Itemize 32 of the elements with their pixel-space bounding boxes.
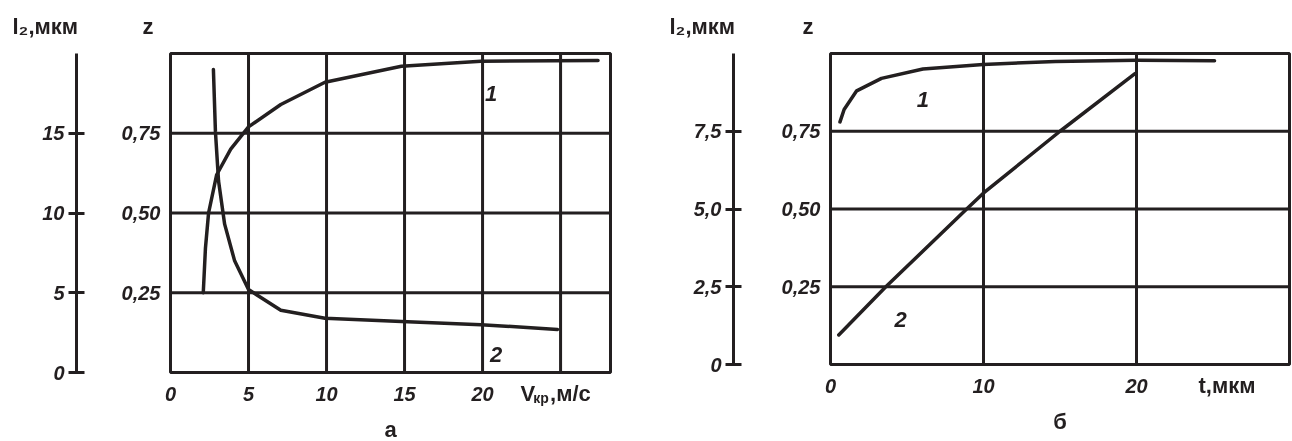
- series-label: 1: [484, 80, 498, 106]
- series-label: 2: [488, 342, 503, 368]
- x-axis-title: t,мкм: [1198, 372, 1256, 398]
- y2-axis-title: l₂,мкм: [669, 13, 736, 39]
- x-tick-label: 5: [242, 382, 255, 405]
- y-tick-label: 0,75: [781, 120, 822, 143]
- y-tick-label: 0,50: [781, 198, 821, 220]
- x-tick-label: 0: [824, 374, 837, 397]
- y2-tick-label: 5,0: [693, 198, 722, 220]
- series-label: 2: [893, 306, 908, 332]
- y2-axis-title: l₂,мкм: [12, 13, 79, 39]
- y2-tick-label: 7,5: [693, 120, 723, 143]
- series-label: 1: [916, 86, 930, 112]
- y2-tick-label: 15: [42, 122, 66, 145]
- y2-tick-label: 0: [710, 353, 722, 376]
- y2-tick-label: 5: [53, 281, 66, 304]
- x-tick-label: 15: [393, 382, 417, 405]
- x-tick-label: 0: [164, 382, 177, 405]
- y-tick-label: 0,50: [121, 202, 161, 224]
- y2-tick-label: 2,5: [692, 275, 723, 298]
- x-tick-label: 20: [470, 382, 494, 405]
- y-tick-label: 0,25: [121, 281, 162, 304]
- text: а: [384, 416, 398, 441]
- text: б: [1053, 408, 1067, 434]
- y2-tick-label: 10: [42, 202, 65, 224]
- x-tick-label: 10: [972, 374, 995, 397]
- y-tick-label: 0,25: [781, 275, 822, 298]
- y-axis-title: z: [142, 13, 154, 39]
- y-axis-title: z: [802, 13, 814, 39]
- y-tick-label: 0,75: [121, 122, 162, 145]
- x-tick-label: 20: [1124, 374, 1148, 397]
- x-tick-label: 10: [315, 382, 338, 405]
